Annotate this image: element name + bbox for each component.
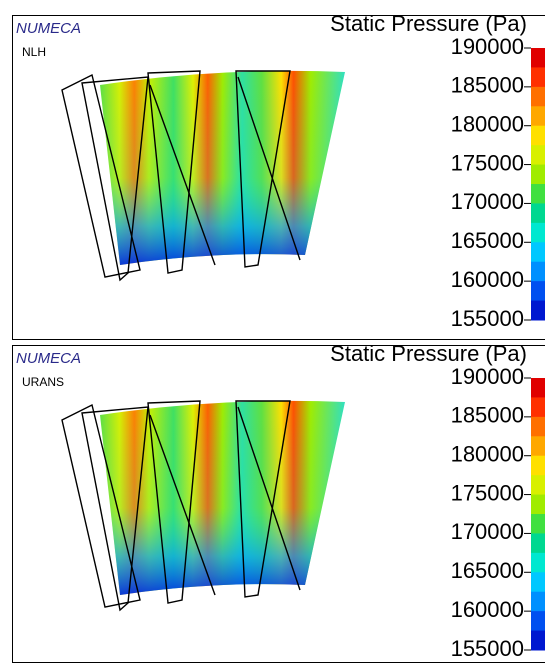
- colorbar-band: [531, 145, 545, 166]
- contour-shade: [100, 70, 345, 265]
- colorbar-band: [531, 378, 545, 398]
- colorbar-band: [531, 300, 545, 321]
- blade-outline: [147, 400, 201, 604]
- blade-outline: [61, 73, 141, 278]
- blade-outline: [81, 406, 149, 612]
- colorbar-title: Static Pressure (Pa): [330, 341, 527, 366]
- colorbar-band: [531, 552, 545, 573]
- colorbar-band: [531, 281, 545, 302]
- case-label: NLH: [22, 45, 46, 59]
- colorbar-band: [531, 242, 545, 263]
- panel-border: [12, 15, 545, 340]
- panel-content: NUMECA URANS Static Pressure (Pa)190000 185…: [16, 341, 545, 661]
- colorbar-band: [531, 455, 545, 476]
- panel-content: NUMECA NLH Static Pressure (Pa)190000 18500…: [16, 11, 545, 331]
- colorbar-tick-label: 170000: [451, 189, 524, 214]
- colorbar-band: [531, 533, 545, 554]
- colorbar-band: [531, 184, 545, 204]
- colorbar-band: [531, 397, 545, 418]
- colorbar-band: [531, 611, 545, 632]
- colorbar-tick-label: 170000: [451, 519, 524, 544]
- colorbar-band: [531, 222, 545, 243]
- colorbar-band: [531, 125, 545, 146]
- blade-outline: [235, 400, 291, 598]
- blade-outline: [147, 70, 201, 274]
- colorbar-tick-label: 165000: [451, 558, 524, 583]
- blade-outline: [61, 403, 141, 608]
- colorbar-tick-label: 190000: [451, 364, 524, 389]
- colorbar-tick-label: 155000: [451, 306, 524, 331]
- colorbar-band: [531, 86, 545, 107]
- colorbar-tick-label: 175000: [451, 150, 524, 175]
- colorbar-band: [531, 494, 545, 515]
- colorbar-tick-label: 180000: [451, 112, 524, 137]
- colorbar-band: [531, 630, 545, 651]
- result-panel: NUMECA NLH Static Pressure (Pa)190000 18500…: [12, 11, 545, 340]
- colorbar-band: [531, 475, 545, 496]
- colorbar-tick-label: 175000: [451, 480, 524, 505]
- colorbar-band: [531, 591, 545, 612]
- colorbar-tick-label: 155000: [451, 636, 524, 661]
- blade-outline: [149, 406, 301, 596]
- colorbar-band: [531, 164, 545, 185]
- brand-logo: NUMECA: [16, 20, 81, 37]
- colorbar-band: [531, 67, 545, 88]
- colorbar-title: Static Pressure (Pa): [330, 11, 527, 36]
- colorbar-tick-label: 180000: [451, 442, 524, 467]
- result-panel: NUMECA URANS Static Pressure (Pa)190000 185…: [12, 341, 545, 663]
- blade-outline: [81, 76, 149, 282]
- colorbar-band: [531, 203, 545, 224]
- colorbar-tick-label: 160000: [451, 597, 524, 622]
- colorbar-band: [531, 261, 545, 282]
- blade-outline: [235, 70, 291, 268]
- colorbar-band: [531, 572, 545, 593]
- colorbar-band: [531, 416, 545, 437]
- colorbar-tick-label: 190000: [451, 34, 524, 59]
- colorbar-tick-label: 185000: [451, 73, 524, 98]
- blade-outline: [149, 76, 301, 266]
- colorbar-tick-label: 185000: [451, 403, 524, 428]
- colorbar-band: [531, 514, 545, 534]
- contour-shade: [100, 400, 345, 595]
- colorbar-tick-label: 165000: [451, 228, 524, 253]
- brand-logo: NUMECA: [16, 350, 81, 367]
- colorbar-band: [531, 436, 545, 457]
- colorbar-band: [531, 106, 545, 127]
- colorbar-tick-label: 160000: [451, 267, 524, 292]
- colorbar-band: [531, 48, 545, 68]
- case-label: URANS: [22, 375, 64, 389]
